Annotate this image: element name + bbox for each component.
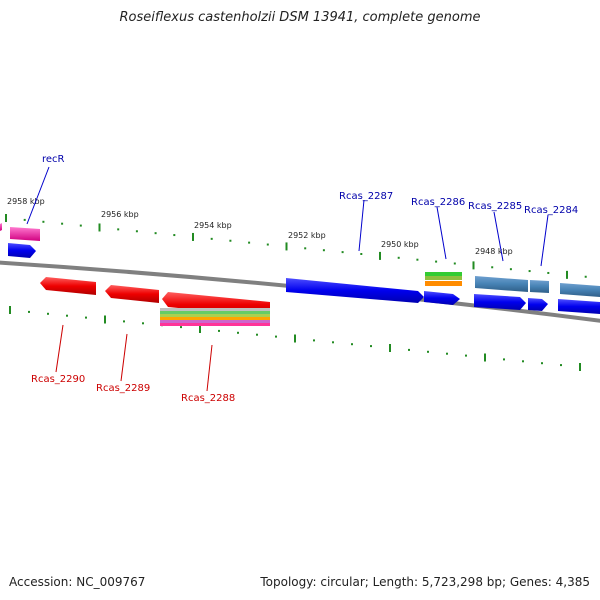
reverse-scale-ticks <box>9 306 581 371</box>
gene-annotation-bar[interactable] <box>160 320 270 323</box>
scale-label: 2952 kbp <box>288 231 326 240</box>
gene-annotation-bar[interactable] <box>425 276 462 280</box>
gene-label-rcas-2286[interactable]: Rcas_2286 <box>411 197 465 208</box>
gene-arrow[interactable] <box>40 277 96 295</box>
gene-arrow[interactable] <box>558 299 600 314</box>
scale-label: 2948 kbp <box>475 247 513 256</box>
gene-annotation-bar[interactable] <box>160 317 270 320</box>
gene-arrow[interactable] <box>474 294 526 310</box>
gene-label-rcas-2287[interactable]: Rcas_2287 <box>339 191 393 202</box>
gene-label-recR[interactable]: recR <box>42 154 65 165</box>
gene-annotation-bar[interactable] <box>160 314 270 317</box>
gene-label-rcas-2284[interactable]: Rcas_2284 <box>524 205 578 216</box>
genome-summary-text: Topology: circular; Length: 5,723,298 bp… <box>260 575 590 589</box>
forward-scale-ticks <box>5 214 587 279</box>
gene-arrow[interactable] <box>10 227 40 241</box>
reverse-gene-features <box>40 277 270 326</box>
gene-annotation-bar[interactable] <box>160 311 270 314</box>
gene-annotation-bar[interactable] <box>160 308 270 311</box>
gene-arrow[interactable] <box>8 243 36 258</box>
gene-annotation-bar[interactable] <box>425 281 462 286</box>
gene-annotation-bar[interactable] <box>160 323 270 326</box>
gene-arrow[interactable] <box>105 285 159 303</box>
accession-text: Accession: NC_009767 <box>9 575 146 589</box>
gene-arrow[interactable] <box>530 280 549 293</box>
gene-label-rcas-2289[interactable]: Rcas_2289 <box>96 383 150 394</box>
forward-gene-features <box>0 223 600 314</box>
gene-arrow[interactable] <box>0 223 2 231</box>
scale-label: 2954 kbp <box>194 221 232 230</box>
genome-title: Roseiflexus castenholzii DSM 13941, comp… <box>119 10 481 25</box>
gene-label-rcas-2290[interactable]: Rcas_2290 <box>31 374 85 385</box>
forward-callouts <box>26 166 549 267</box>
gene-arrow[interactable] <box>424 291 460 305</box>
gene-arrow[interactable] <box>528 298 548 311</box>
gene-annotation-bar[interactable] <box>425 272 462 276</box>
scale-label: 2956 kbp <box>101 210 139 219</box>
gene-arrow[interactable] <box>475 276 528 292</box>
reverse-callouts <box>55 324 213 392</box>
gene-label-rcas-2285[interactable]: Rcas_2285 <box>468 201 522 212</box>
scale-label: 2958 kbp <box>7 197 45 206</box>
gene-arrow[interactable] <box>560 283 600 297</box>
scale-label: 2950 kbp <box>381 240 419 249</box>
gene-arrow[interactable] <box>286 278 424 303</box>
gene-label-rcas-2288[interactable]: Rcas_2288 <box>181 393 235 404</box>
